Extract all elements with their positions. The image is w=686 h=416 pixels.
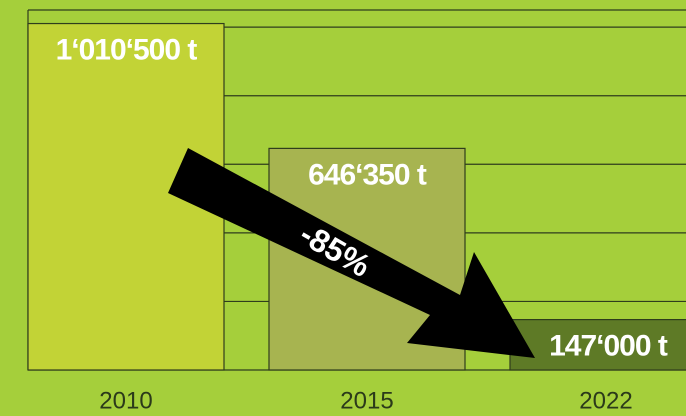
x-tick-label: 2022 xyxy=(579,387,632,414)
value-label: 646‘350 t xyxy=(308,158,427,191)
x-tick-label: 2010 xyxy=(99,387,152,414)
arrow-shape xyxy=(168,148,535,358)
value-label: 1‘010‘500 t xyxy=(56,33,198,66)
x-tick-label: 2015 xyxy=(340,387,393,414)
value-label: 147‘000 t xyxy=(549,330,668,363)
